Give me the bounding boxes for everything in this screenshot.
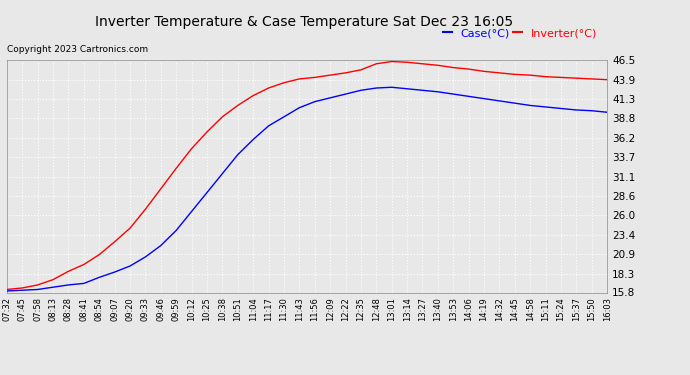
Text: Copyright 2023 Cartronics.com: Copyright 2023 Cartronics.com bbox=[7, 45, 148, 54]
Text: Inverter Temperature & Case Temperature Sat Dec 23 16:05: Inverter Temperature & Case Temperature … bbox=[95, 15, 513, 29]
Legend: Case(°C), Inverter(°C): Case(°C), Inverter(°C) bbox=[438, 24, 602, 43]
